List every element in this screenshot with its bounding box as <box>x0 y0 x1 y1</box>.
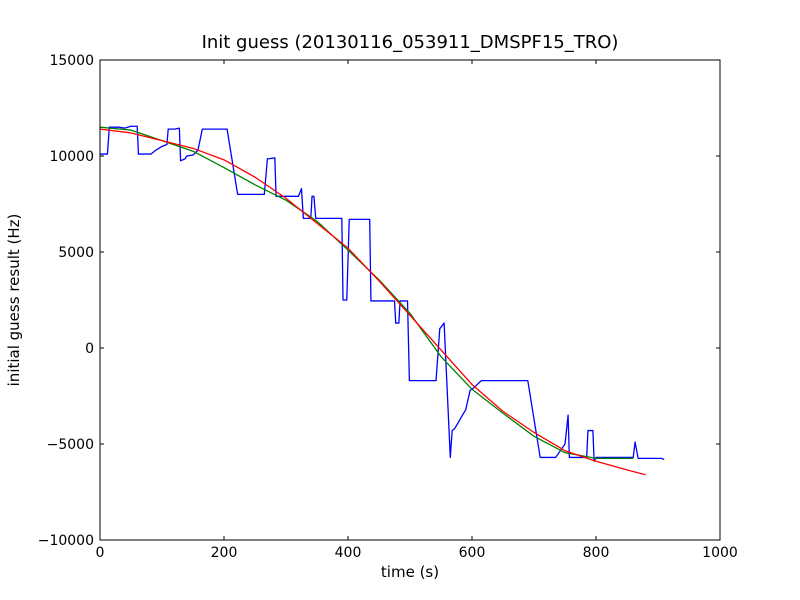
y-axis: −10000 −5000 0 5000 10000 15000 <box>38 53 720 549</box>
y-tick-label: 10000 <box>49 149 94 165</box>
series-line-1 <box>100 125 665 462</box>
y-tick-label: −5000 <box>47 437 94 453</box>
y-tick-label: −10000 <box>38 533 94 549</box>
x-tick-label: 600 <box>459 545 486 561</box>
y-axis-label: initial guess result (Hz) <box>5 214 23 387</box>
x-tick-label: 200 <box>211 545 238 561</box>
x-tick-label: 1000 <box>702 545 738 561</box>
chart-title: Init guess (20130116_053911_DMSPF15_TRO) <box>202 32 619 53</box>
x-tick-label: 800 <box>583 545 610 561</box>
x-axis-label: time (s) <box>381 563 439 581</box>
series-layer <box>99 125 665 476</box>
y-tick-label: 15000 <box>49 53 94 69</box>
series-line-3 <box>99 128 646 476</box>
x-tick-label: 0 <box>96 545 105 561</box>
x-tick-label: 400 <box>335 545 362 561</box>
plot-frame <box>99 59 721 541</box>
x-axis: 0 200 400 600 800 1000 <box>96 60 738 561</box>
y-tick-label: 5000 <box>58 245 94 261</box>
series-line-2 <box>99 126 634 460</box>
y-tick-label: 0 <box>85 341 94 357</box>
